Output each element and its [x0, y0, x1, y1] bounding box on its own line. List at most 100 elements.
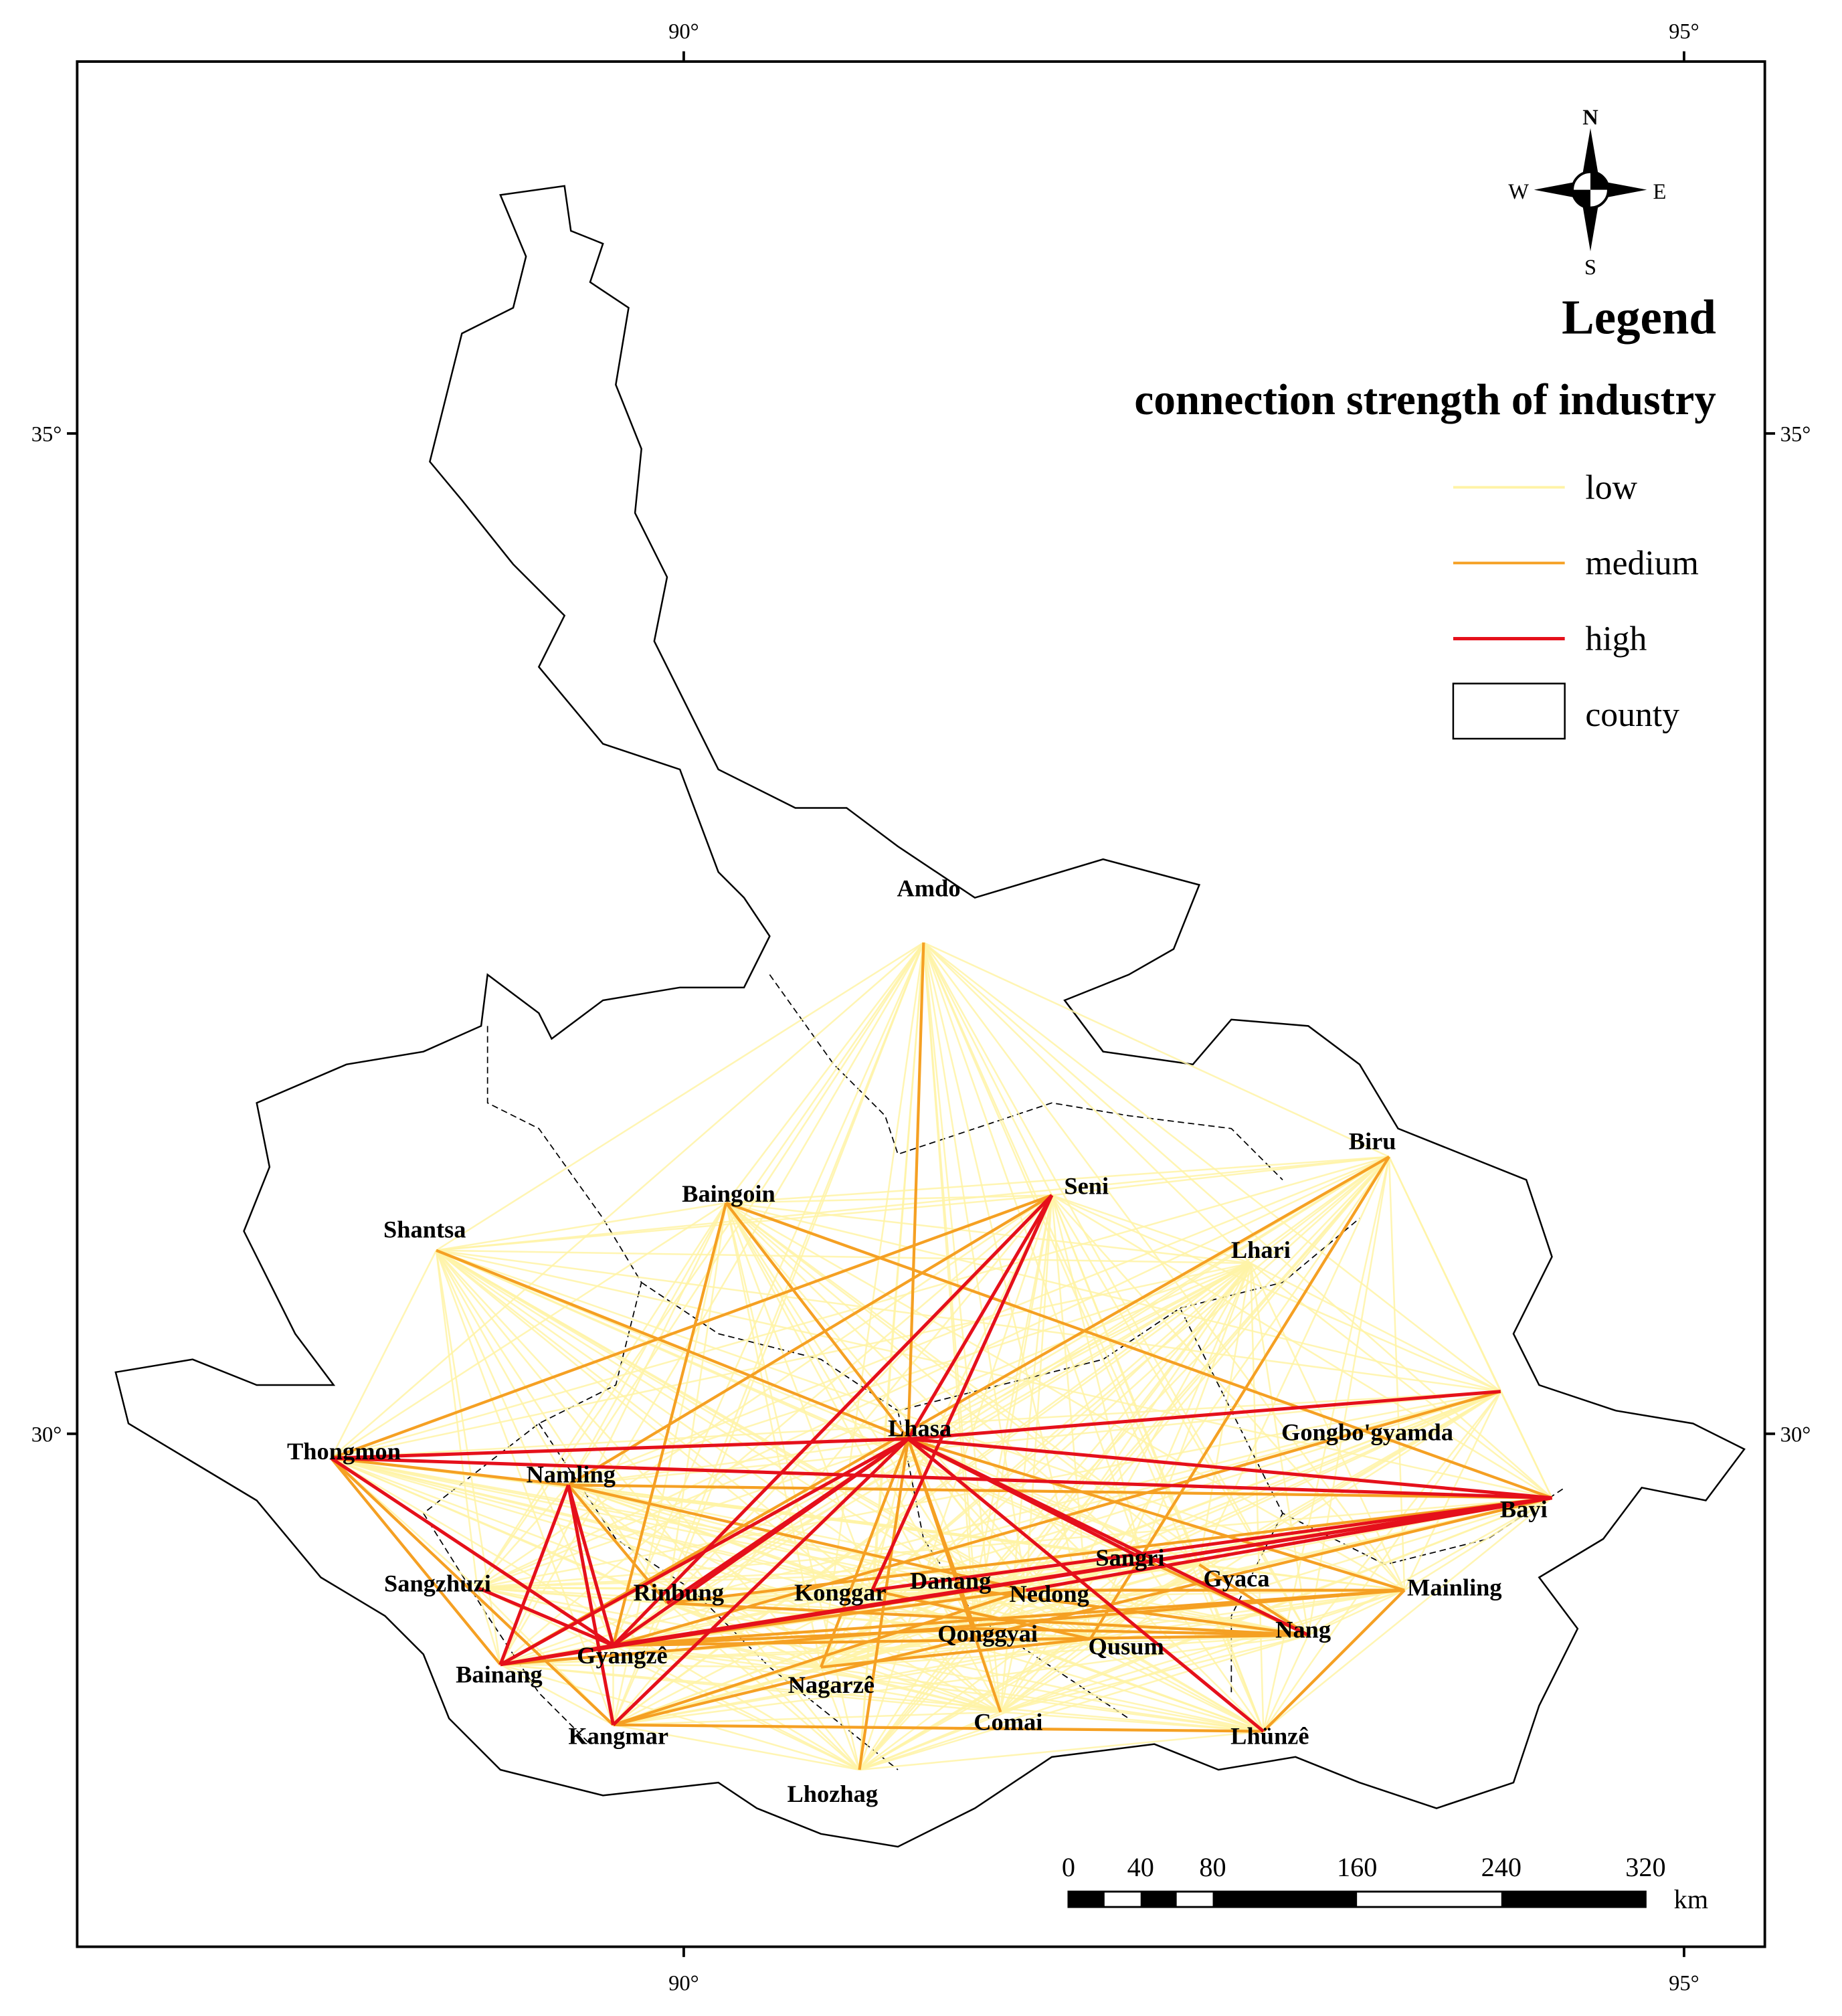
connection-line [477, 1497, 1552, 1589]
connection-line [613, 1638, 1091, 1726]
connection-line [567, 1194, 1053, 1487]
connection-line [870, 1194, 1054, 1591]
connection-line [500, 1390, 1501, 1666]
connection-line [331, 941, 925, 1459]
legend-label: low [1585, 469, 1637, 507]
connection-line [1307, 1156, 1390, 1635]
connection-line [435, 1250, 614, 1726]
connection-line [613, 1588, 1405, 1647]
connection-line [923, 942, 1309, 1636]
connection-line [1051, 1156, 1390, 1196]
connection-line [907, 1194, 1054, 1440]
connection-line [820, 1589, 1405, 1668]
connection-line [923, 941, 1251, 1264]
connection-line [436, 1249, 1200, 1566]
connection-line [613, 1723, 1264, 1733]
connection-line [436, 1249, 1264, 1732]
connection-line [666, 1202, 727, 1604]
connection-line [1000, 1638, 1091, 1713]
connection-line [1249, 1263, 1265, 1732]
connection-line [908, 1390, 1501, 1441]
connection-line [1000, 1590, 1027, 1713]
connection-line [666, 942, 925, 1604]
compass-n: N [1582, 106, 1598, 130]
connection-line [613, 1589, 976, 1726]
place-label: Bainang [456, 1661, 543, 1688]
connection-line [612, 1390, 1501, 1647]
place-label: Amdo [897, 875, 960, 902]
connection-line [1250, 1262, 1501, 1392]
connection-line [907, 1437, 1143, 1560]
connection-line [436, 1202, 727, 1251]
place-label: Lhasa [888, 1415, 951, 1442]
connection-line [331, 1456, 1552, 1500]
connection-line [1307, 1497, 1553, 1636]
connection-line [612, 1588, 1027, 1726]
connection-line [500, 1496, 1552, 1667]
connection-line [725, 1202, 910, 1440]
connection-line [974, 1263, 1252, 1591]
connection-line [859, 1711, 1001, 1771]
connection-line [1199, 1564, 1405, 1591]
connection-line [613, 1711, 1001, 1726]
place-label: Baingoin [682, 1180, 775, 1207]
connection-line [330, 1457, 614, 1647]
connection-line [1198, 1156, 1390, 1565]
graticule-label: 35° [1780, 422, 1811, 446]
connection-line [331, 1457, 569, 1487]
connection-line [1404, 1497, 1553, 1591]
graticule-ticks [66, 51, 1776, 1957]
region-outline [114, 185, 1746, 1848]
connection-line [666, 1602, 1001, 1713]
connection-line [1140, 1263, 1252, 1559]
compass-e: E [1653, 180, 1667, 204]
place-label: Biru [1349, 1127, 1396, 1154]
connection-line [1249, 1263, 1309, 1635]
connection-line [568, 1438, 909, 1486]
connection-line [476, 1484, 569, 1588]
connection-line [871, 1156, 1390, 1591]
scale-label: 40 [1127, 1852, 1154, 1882]
connection-line [435, 1250, 502, 1665]
place-label: Qusum [1089, 1633, 1164, 1660]
connection-line [725, 1202, 1501, 1392]
place-label: Thongmon [287, 1438, 401, 1465]
connection-line [477, 1586, 1001, 1713]
place-label: Mainling [1407, 1574, 1502, 1600]
connection-line [726, 1156, 1390, 1204]
connection-line [1403, 1391, 1501, 1591]
connection-line [907, 942, 925, 1439]
connection-line [568, 1484, 1091, 1640]
connection-line [436, 1249, 1501, 1392]
connection-line [858, 1564, 1200, 1771]
connection-line [859, 1634, 1309, 1771]
connection-line [331, 1262, 1251, 1459]
legend-swatch [1452, 682, 1566, 740]
connection-line [330, 1457, 502, 1666]
connection-line [566, 1485, 615, 1726]
scale-segment [1068, 1892, 1105, 1908]
connection-line [666, 1437, 909, 1605]
connection-line [1198, 1563, 1309, 1637]
connection-line [1000, 1711, 1264, 1732]
connection-line [500, 1663, 822, 1668]
legend: low medium high county [1452, 469, 1699, 740]
legend-subtitle: connection strength of industry [1134, 376, 1716, 424]
connection-line [612, 1437, 910, 1726]
connection-line [330, 1250, 438, 1459]
connection-line [666, 1601, 1309, 1637]
connection-line [612, 1202, 728, 1646]
connection-line [500, 1638, 1091, 1666]
connection-line [613, 1724, 860, 1771]
connection-line [820, 1634, 1309, 1668]
graticule-label: 95° [1669, 1972, 1699, 1996]
connection-line [872, 1496, 1552, 1592]
scale-label: 0 [1062, 1852, 1075, 1882]
graticule-label: 90° [668, 20, 699, 44]
place-label: Kangmar [568, 1723, 668, 1750]
legend-title: Legend [1562, 290, 1716, 344]
connection-line [500, 1663, 860, 1771]
scale-segment [1501, 1892, 1646, 1908]
